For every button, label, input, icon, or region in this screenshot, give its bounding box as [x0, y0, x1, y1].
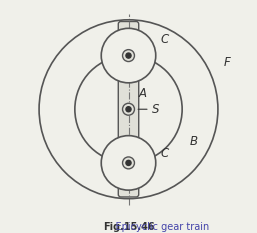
- Circle shape: [126, 160, 131, 165]
- Circle shape: [123, 50, 134, 62]
- Circle shape: [101, 28, 156, 83]
- Circle shape: [123, 157, 134, 169]
- Text: C: C: [161, 33, 169, 46]
- Circle shape: [123, 103, 134, 115]
- Circle shape: [126, 107, 131, 112]
- FancyBboxPatch shape: [118, 21, 139, 197]
- Text: A: A: [139, 87, 147, 100]
- Text: S: S: [152, 103, 160, 116]
- Text: F: F: [224, 56, 231, 69]
- Text: Fig.15.46: Fig.15.46: [103, 222, 154, 232]
- Text: B: B: [190, 135, 198, 148]
- Text: C: C: [161, 147, 169, 160]
- Text: Epicyclic gear train: Epicyclic gear train: [103, 222, 209, 232]
- Circle shape: [101, 136, 156, 190]
- Circle shape: [126, 53, 131, 58]
